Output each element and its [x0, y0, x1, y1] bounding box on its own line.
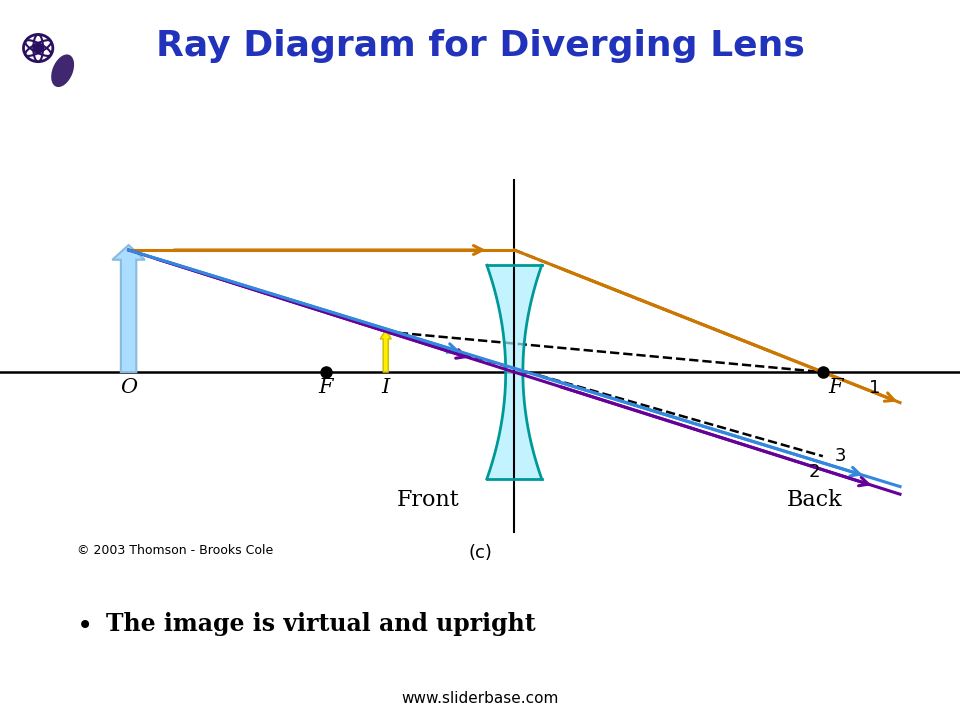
Text: Back: Back [786, 489, 842, 510]
Text: © 2003 Thomson - Brooks Cole: © 2003 Thomson - Brooks Cole [77, 544, 273, 557]
Text: (c): (c) [468, 544, 492, 562]
Text: I: I [381, 379, 390, 397]
Text: O: O [120, 379, 137, 397]
Text: 3: 3 [834, 447, 846, 465]
Text: 1: 1 [869, 379, 880, 397]
Text: www.sliderbase.com: www.sliderbase.com [401, 691, 559, 706]
Text: Front: Front [397, 489, 460, 510]
Text: The image is virtual and upright: The image is virtual and upright [106, 612, 536, 636]
Polygon shape [487, 265, 541, 479]
Ellipse shape [51, 55, 74, 87]
Text: F: F [828, 379, 843, 397]
FancyArrow shape [380, 330, 392, 372]
Text: •: • [77, 612, 93, 640]
Text: Ray Diagram for Diverging Lens: Ray Diagram for Diverging Lens [156, 29, 804, 63]
Circle shape [34, 43, 43, 53]
Text: F: F [319, 379, 333, 397]
FancyArrow shape [112, 245, 145, 372]
Text: 2: 2 [808, 463, 820, 481]
